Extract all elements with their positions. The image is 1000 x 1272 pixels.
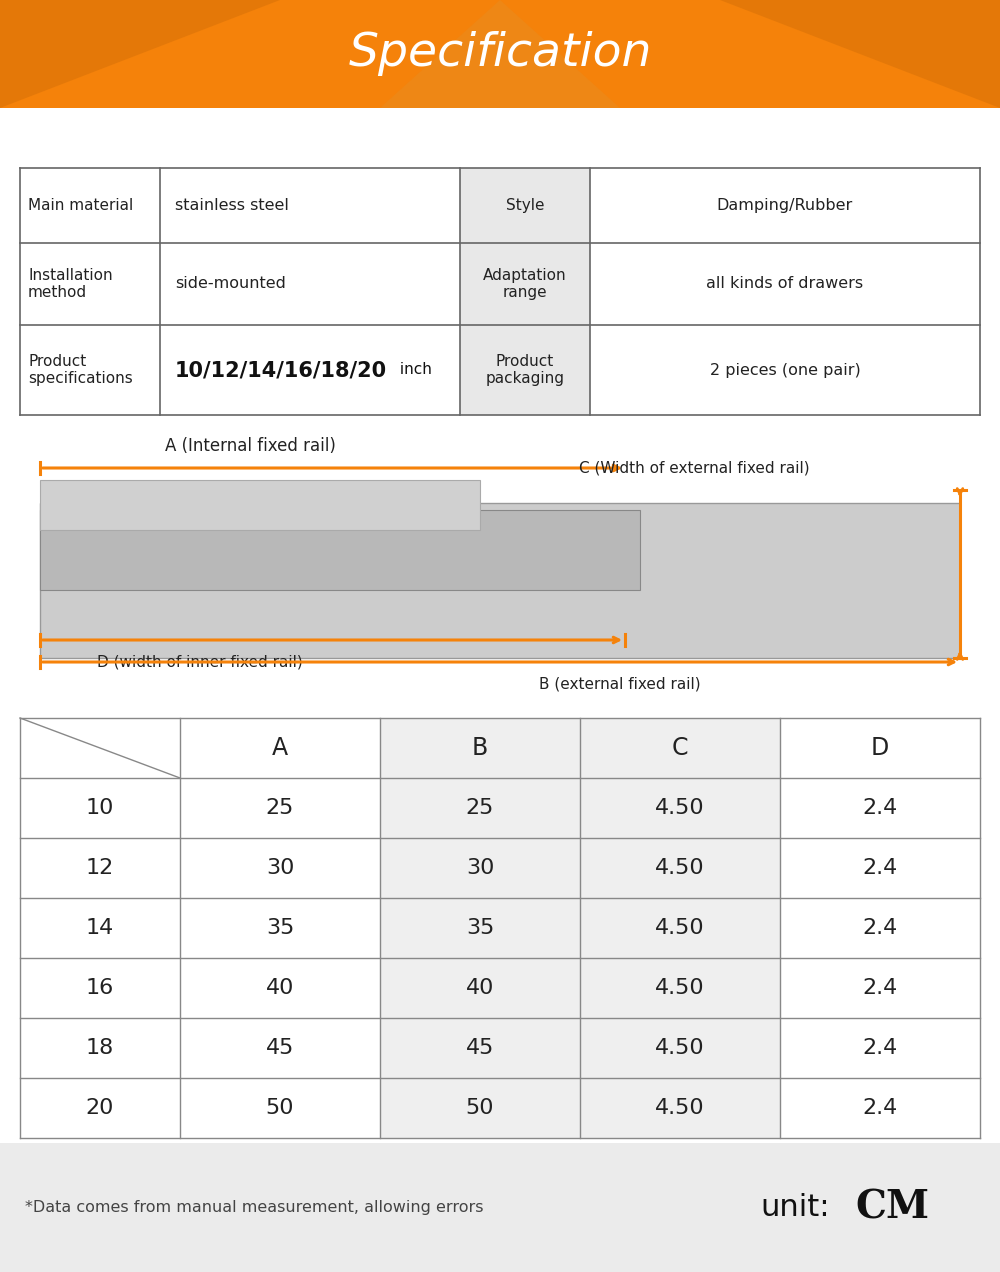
Text: 50: 50 — [466, 1098, 494, 1118]
Text: 10/12/14/16/18/20: 10/12/14/16/18/20 — [175, 360, 387, 380]
Text: stainless steel: stainless steel — [175, 198, 289, 212]
Text: 40: 40 — [266, 978, 294, 999]
Polygon shape — [380, 0, 620, 108]
Bar — [40, 510, 640, 590]
Text: 50: 50 — [266, 1098, 294, 1118]
Text: C: C — [672, 736, 688, 759]
Text: 4.50: 4.50 — [655, 798, 705, 818]
Text: 4.50: 4.50 — [655, 859, 705, 878]
Text: 40: 40 — [466, 978, 494, 999]
Text: A: A — [272, 736, 288, 759]
Text: 2.4: 2.4 — [862, 859, 898, 878]
Text: 2.4: 2.4 — [862, 798, 898, 818]
Text: CM: CM — [855, 1188, 929, 1226]
Bar — [460, 243, 590, 326]
Text: Specification: Specification — [348, 32, 652, 76]
Text: all kinds of drawers: all kinds of drawers — [706, 276, 864, 291]
Text: Product
packaging: Product packaging — [486, 354, 564, 387]
Text: 2 pieces (one pair): 2 pieces (one pair) — [710, 363, 860, 378]
Bar — [460, 168, 590, 243]
Text: 16: 16 — [86, 978, 114, 999]
Text: Damping/Rubber: Damping/Rubber — [717, 198, 853, 212]
Text: side-mounted: side-mounted — [175, 276, 286, 291]
Text: C (Width of external fixed rail): C (Width of external fixed rail) — [579, 460, 810, 476]
Text: inch: inch — [395, 363, 432, 378]
Text: 20: 20 — [86, 1098, 114, 1118]
Text: 2.4: 2.4 — [862, 1098, 898, 1118]
Text: 30: 30 — [266, 859, 294, 878]
Text: 10: 10 — [86, 798, 114, 818]
Bar — [0, 1144, 1000, 1272]
Bar — [40, 480, 480, 530]
Text: 2.4: 2.4 — [862, 978, 898, 999]
Text: A (Internal fixed rail): A (Internal fixed rail) — [165, 438, 335, 455]
Text: Main material: Main material — [28, 198, 133, 212]
Text: B (external fixed rail): B (external fixed rail) — [539, 677, 701, 692]
Text: 2.4: 2.4 — [862, 1038, 898, 1058]
Bar — [20, 168, 980, 415]
Text: 12: 12 — [86, 859, 114, 878]
Text: Style: Style — [506, 198, 544, 212]
Text: Installation
method: Installation method — [28, 268, 113, 300]
Bar — [0, 0, 1000, 108]
Text: 18: 18 — [86, 1038, 114, 1058]
Text: B: B — [472, 736, 488, 759]
Text: 45: 45 — [266, 1038, 294, 1058]
Text: 30: 30 — [466, 859, 494, 878]
Polygon shape — [0, 0, 280, 108]
Text: *Data comes from manual measurement, allowing errors: *Data comes from manual measurement, all… — [25, 1199, 484, 1215]
Text: 25: 25 — [466, 798, 494, 818]
Text: unit:: unit: — [760, 1193, 830, 1222]
Text: Product
specifications: Product specifications — [28, 354, 133, 387]
Text: D (width of inner fixed rail): D (width of inner fixed rail) — [97, 655, 303, 669]
FancyBboxPatch shape — [40, 502, 960, 658]
Text: 4.50: 4.50 — [655, 918, 705, 937]
Text: 35: 35 — [266, 918, 294, 937]
Text: 25: 25 — [266, 798, 294, 818]
Text: D: D — [871, 736, 889, 759]
Text: 45: 45 — [466, 1038, 494, 1058]
Bar — [380, 717, 580, 1138]
Text: 4.50: 4.50 — [655, 1038, 705, 1058]
Text: 4.50: 4.50 — [655, 978, 705, 999]
Bar — [20, 717, 980, 1138]
Bar — [580, 717, 780, 1138]
Bar — [460, 326, 590, 415]
Text: 2.4: 2.4 — [862, 918, 898, 937]
Text: Adaptation
range: Adaptation range — [483, 268, 567, 300]
Text: 14: 14 — [86, 918, 114, 937]
Text: 35: 35 — [466, 918, 494, 937]
Polygon shape — [720, 0, 1000, 108]
Text: 4.50: 4.50 — [655, 1098, 705, 1118]
